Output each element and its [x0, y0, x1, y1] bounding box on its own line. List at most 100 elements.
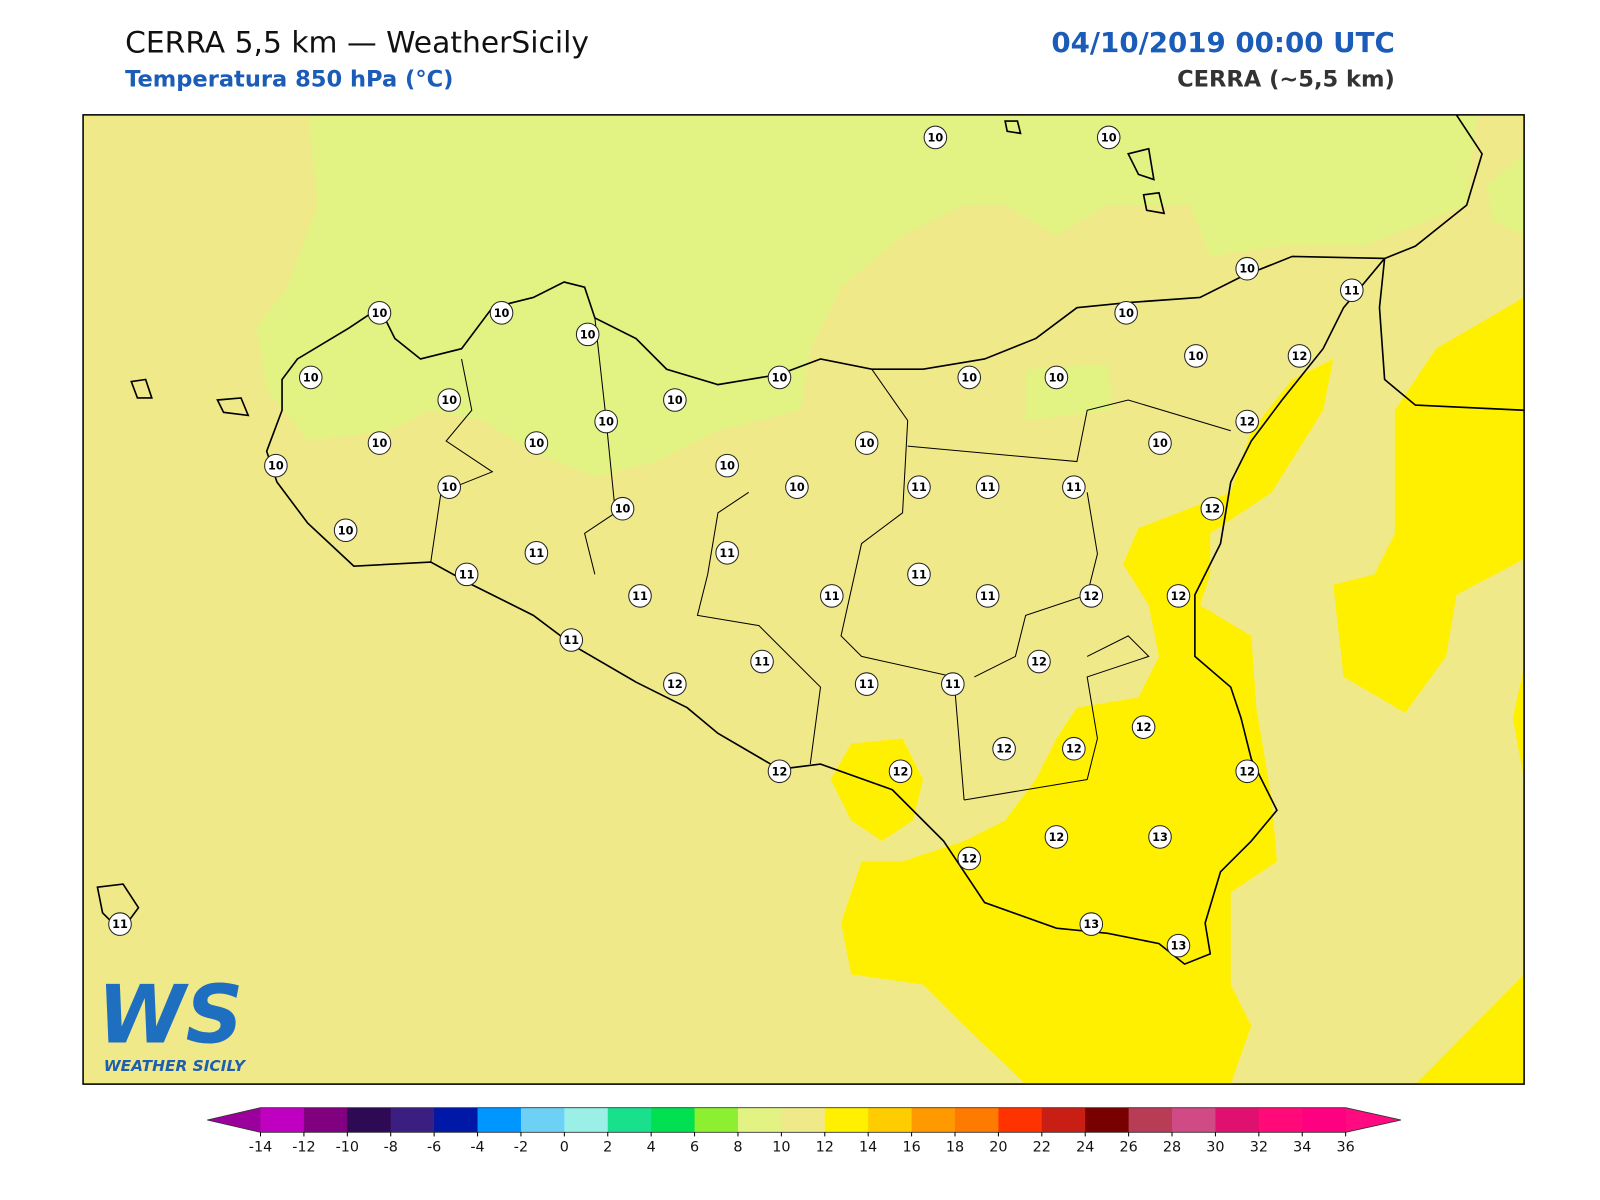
- station-marker: [575, 322, 600, 347]
- station: 10: [437, 475, 462, 499]
- station: 10: [663, 388, 687, 412]
- colorbar-bin: [520, 1107, 565, 1133]
- station-marker: [957, 846, 982, 871]
- station-marker: [1131, 715, 1156, 739]
- station: 10: [575, 322, 600, 347]
- station-marker: [437, 388, 462, 412]
- station-value: 10: [268, 460, 284, 473]
- colorbar-bin: [303, 1107, 348, 1133]
- station-value: 12: [1239, 765, 1255, 778]
- station: 12: [1235, 409, 1259, 434]
- station-marker: [907, 475, 931, 499]
- colorbar-tick-label: -10: [336, 1140, 359, 1156]
- colorbar-tick-label: -6: [427, 1140, 441, 1156]
- field-warm: [830, 297, 1525, 1085]
- station-marker: [1148, 431, 1172, 455]
- station-marker: [1148, 825, 1172, 849]
- station: 12: [1062, 736, 1086, 761]
- station-value: 11: [945, 678, 961, 691]
- station-marker: [854, 431, 879, 455]
- station-value: 10: [494, 307, 510, 320]
- station-marker: [1235, 409, 1259, 434]
- colorbar-bin: [347, 1107, 392, 1133]
- station-value: 11: [529, 547, 545, 560]
- logo-text: WEATHER SICILY: [104, 1057, 247, 1075]
- station-value: 11: [112, 918, 128, 931]
- colorbar-tick-label: 10: [772, 1140, 790, 1156]
- station: 10: [610, 496, 635, 521]
- colorbar-tick-label: 0: [560, 1140, 569, 1156]
- colorbar-bin: [477, 1107, 522, 1133]
- station: 10: [854, 431, 879, 455]
- station-marker: [975, 584, 1000, 608]
- station-value: 10: [667, 394, 683, 407]
- station: 12: [1200, 496, 1225, 521]
- station-value: 10: [580, 328, 596, 341]
- station-value: 10: [961, 371, 977, 384]
- station: 13: [1148, 825, 1172, 849]
- station-value: 11: [754, 656, 770, 669]
- subtitle: Temperatura 850 hPa (°C): [125, 67, 453, 93]
- station: 10: [1235, 256, 1259, 281]
- station: 10: [264, 453, 288, 478]
- colorbar-tick-label: 34: [1293, 1140, 1311, 1156]
- colorbar-tick-label: 28: [1163, 1140, 1181, 1156]
- station-value: 10: [1118, 307, 1134, 320]
- colorbar-tick-label: 18: [946, 1140, 964, 1156]
- station: 10: [957, 365, 982, 390]
- station-value: 10: [789, 481, 805, 494]
- station: 10: [489, 301, 514, 325]
- station: 11: [907, 562, 931, 587]
- station-marker: [333, 518, 358, 543]
- colorbar-tick-label: 2: [603, 1140, 612, 1156]
- station-marker: [610, 496, 635, 521]
- station: 12: [992, 736, 1016, 761]
- station-value: 12: [667, 678, 683, 691]
- colorbar-tick-label: 14: [859, 1140, 877, 1156]
- station-value: 10: [441, 481, 457, 494]
- station: 10: [1096, 125, 1121, 150]
- station-value: 10: [1188, 350, 1204, 363]
- colorbar-bin: [1302, 1107, 1347, 1133]
- station-value: 12: [1171, 590, 1187, 603]
- station: 11: [524, 541, 549, 565]
- station: 11: [1062, 475, 1086, 499]
- station: 10: [298, 365, 323, 390]
- station: 11: [941, 672, 965, 696]
- station-value: 12: [893, 765, 909, 778]
- map: 10 10 10 11 10 10 10 10 10 10 10 10 10 10 10 12 10 10 10 10…: [83, 114, 1525, 1085]
- colorbar-bin: [564, 1107, 609, 1133]
- station-value: 10: [598, 416, 614, 429]
- station: 11: [628, 584, 652, 608]
- station-marker: [750, 649, 774, 674]
- station-value: 12: [1292, 350, 1308, 363]
- station-value: 11: [563, 634, 579, 647]
- station: 10: [437, 388, 462, 412]
- colorbar: -14 -12 -10 -8 -6 -4 -2 0 2 4 6 8 10 12 14 16 18 20 22 24 26…: [207, 1107, 1402, 1156]
- colorbar-tick-label: 16: [902, 1140, 920, 1156]
- station-marker: [767, 759, 792, 784]
- station-value: 10: [719, 460, 735, 473]
- station: 10: [524, 431, 549, 455]
- station-marker: [489, 301, 514, 325]
- station-marker: [524, 541, 549, 565]
- station-marker: [264, 453, 288, 478]
- station: 11: [750, 649, 774, 674]
- station-value: 12: [1136, 721, 1152, 734]
- station: 10: [367, 301, 392, 325]
- station: 10: [1114, 301, 1138, 325]
- station-marker: [1184, 344, 1208, 368]
- station-value: 11: [719, 547, 735, 560]
- station-marker: [715, 453, 739, 478]
- station-value: 12: [772, 765, 788, 778]
- station-marker: [437, 475, 462, 499]
- station-marker: [108, 912, 132, 936]
- station-value: 12: [1083, 590, 1099, 603]
- station-marker: [524, 431, 549, 455]
- colorbar-bin: [390, 1107, 435, 1133]
- station-value: 12: [1031, 656, 1047, 669]
- station: 10: [715, 453, 739, 478]
- colorbar-bin: [868, 1107, 913, 1133]
- station-marker: [992, 736, 1016, 761]
- station-value: 10: [859, 437, 875, 450]
